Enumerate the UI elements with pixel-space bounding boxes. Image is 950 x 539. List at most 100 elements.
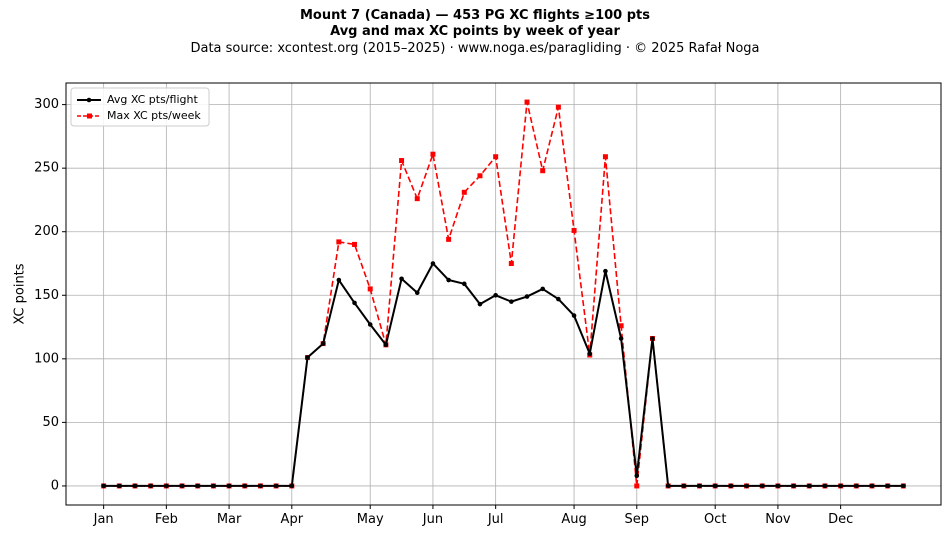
data-point-avg-xc-pts-flight — [634, 473, 640, 479]
y-tick-label: 50 — [42, 415, 59, 430]
legend-label-avg-xc-pts-flight: Avg XC pts/flight — [107, 93, 198, 106]
data-point-max-xc-pts-week — [634, 483, 640, 489]
data-point-avg-xc-pts-flight — [179, 483, 185, 489]
data-point-max-xc-pts-week — [399, 158, 405, 164]
chart-subtitle: Avg and max XC points by week of year — [330, 24, 620, 39]
data-point-avg-xc-pts-flight — [822, 483, 828, 489]
data-point-avg-xc-pts-flight — [132, 483, 138, 489]
data-point-avg-xc-pts-flight — [101, 483, 106, 489]
data-point-avg-xc-pts-flight — [399, 276, 404, 282]
data-point-avg-xc-pts-flight — [806, 483, 812, 489]
data-point-avg-xc-pts-flight — [320, 341, 326, 346]
series-layer — [101, 99, 906, 489]
data-point-avg-xc-pts-flight — [305, 355, 310, 360]
y-axis-label: XC points — [13, 263, 28, 324]
data-point-avg-xc-pts-flight — [446, 277, 451, 283]
y-tick-label: 100 — [34, 351, 59, 366]
data-point-avg-xc-pts-flight — [195, 483, 201, 489]
data-point-max-xc-pts-week — [414, 196, 420, 202]
series-line-avg-xc-pts-flight — [103, 262, 904, 487]
data-point-max-xc-pts-week — [508, 260, 514, 266]
data-point-max-xc-pts-week — [555, 104, 561, 110]
data-point-avg-xc-pts-flight — [775, 483, 781, 489]
x-tick-label-sep: Sep — [625, 512, 650, 527]
data-point-avg-xc-pts-flight — [336, 277, 342, 283]
data-point-avg-xc-pts-flight — [242, 483, 248, 489]
legend-marker-avg-xc-pts-flight — [86, 97, 92, 103]
chart-title: Mount 7 (Canada) — 453 PG XC flights ≥10… — [300, 8, 650, 23]
data-point-avg-xc-pts-flight — [885, 483, 890, 489]
data-point-avg-xc-pts-flight — [571, 313, 577, 318]
data-point-max-xc-pts-week — [540, 168, 546, 174]
data-point-max-xc-pts-week — [461, 189, 467, 195]
data-point-avg-xc-pts-flight — [712, 483, 718, 489]
data-point-max-xc-pts-week — [352, 241, 358, 247]
data-point-avg-xc-pts-flight — [493, 292, 498, 298]
x-tick-label-nov: Nov — [765, 512, 791, 527]
grid-lines — [66, 83, 941, 505]
legend-label-max-xc-pts-week: Max XC pts/week — [107, 109, 201, 122]
data-point-avg-xc-pts-flight — [148, 483, 153, 489]
y-tick-label: 250 — [34, 161, 59, 176]
x-tick-label-mar: Mar — [217, 512, 242, 527]
data-point-avg-xc-pts-flight — [367, 322, 373, 327]
data-point-avg-xc-pts-flight — [524, 294, 530, 299]
data-point-avg-xc-pts-flight — [540, 286, 546, 292]
y-tick-label: 0 — [51, 478, 59, 493]
data-point-avg-xc-pts-flight — [603, 268, 608, 274]
data-point-avg-xc-pts-flight — [744, 483, 749, 489]
data-point-avg-xc-pts-flight — [164, 483, 169, 489]
data-point-avg-xc-pts-flight — [650, 336, 655, 341]
y-tick-label: 150 — [34, 288, 59, 303]
data-point-avg-xc-pts-flight — [289, 483, 295, 489]
axes: 0 50 100 150 200 250 300 Jan Feb Mar Apr May Jun Jul A… — [34, 97, 853, 527]
data-point-avg-xc-pts-flight — [211, 483, 216, 489]
data-point-max-xc-pts-week — [367, 286, 373, 292]
data-point-avg-xc-pts-flight — [791, 483, 796, 489]
data-point-max-xc-pts-week — [446, 236, 452, 242]
data-point-avg-xc-pts-flight — [869, 483, 875, 489]
data-point-avg-xc-pts-flight — [273, 483, 279, 489]
data-point-avg-xc-pts-flight — [681, 483, 687, 489]
x-tick-label-aug: Aug — [561, 512, 586, 527]
y-tick-label: 300 — [34, 97, 59, 112]
data-point-max-xc-pts-week — [493, 154, 499, 160]
data-point-avg-xc-pts-flight — [618, 336, 624, 341]
data-point-max-xc-pts-week — [430, 151, 436, 157]
series-line-max-xc-pts-week — [103, 101, 904, 487]
data-point-avg-xc-pts-flight — [383, 342, 389, 348]
data-point-avg-xc-pts-flight — [697, 483, 702, 489]
data-point-avg-xc-pts-flight — [587, 351, 593, 357]
data-point-avg-xc-pts-flight — [477, 301, 483, 307]
data-point-avg-xc-pts-flight — [854, 483, 859, 489]
data-point-avg-xc-pts-flight — [414, 290, 420, 296]
x-tick-label-feb: Feb — [155, 512, 178, 527]
legend: Avg XC pts/flight Max XC pts/week — [70, 87, 210, 127]
legend-marker-max-xc-pts-week — [87, 113, 92, 119]
data-point-avg-xc-pts-flight — [665, 483, 671, 489]
data-point-max-xc-pts-week — [602, 154, 608, 160]
y-tick-label: 200 — [34, 224, 59, 239]
legend-box — [70, 87, 210, 127]
x-tick-label-jul: Jul — [487, 512, 504, 527]
data-point-avg-xc-pts-flight — [117, 483, 122, 489]
data-point-avg-xc-pts-flight — [838, 483, 843, 489]
data-point-avg-xc-pts-flight — [901, 483, 906, 489]
x-tick-label-may: May — [357, 512, 384, 527]
x-tick-label-jan: Jan — [93, 512, 114, 527]
data-point-avg-xc-pts-flight — [759, 483, 765, 489]
plot-frame — [65, 82, 942, 506]
data-point-max-xc-pts-week — [618, 323, 624, 329]
data-point-avg-xc-pts-flight — [556, 296, 561, 302]
x-tick-label-apr: Apr — [281, 512, 304, 527]
data-point-max-xc-pts-week — [477, 173, 483, 179]
data-point-max-xc-pts-week — [336, 239, 342, 245]
data-point-avg-xc-pts-flight — [728, 483, 734, 489]
data-point-max-xc-pts-week — [524, 99, 530, 105]
x-tick-label-oct: Oct — [704, 512, 726, 527]
x-tick-label-jun: Jun — [422, 512, 443, 527]
data-point-max-xc-pts-week — [571, 227, 577, 233]
chart-source-note: Data source: xcontest.org (2015–2025) · … — [190, 41, 760, 56]
data-point-avg-xc-pts-flight — [430, 261, 436, 266]
